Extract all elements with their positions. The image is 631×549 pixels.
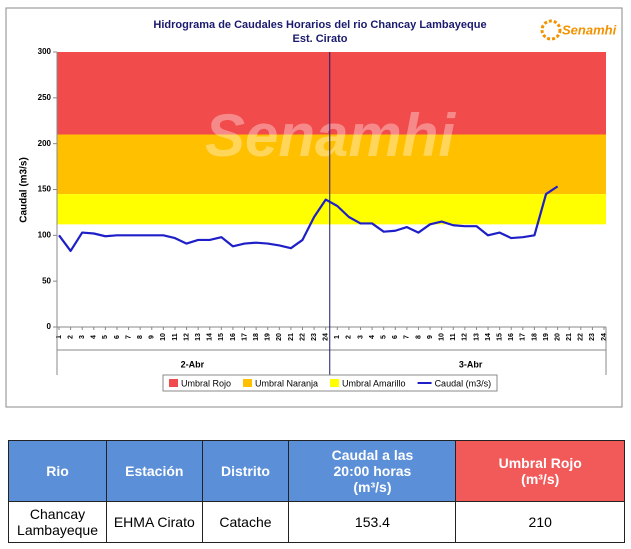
threshold-band bbox=[57, 134, 606, 195]
chart-subtitle: Est. Cirato bbox=[292, 33, 347, 45]
x-tick-label: 8 bbox=[415, 335, 422, 339]
x-tick-label: 14 bbox=[207, 333, 214, 341]
x-tick-label: 6 bbox=[114, 335, 121, 339]
table-row: Chancay Lambayeque EHMA Cirato Catache 153.… bbox=[7, 501, 625, 543]
table-cell: 210 bbox=[455, 501, 625, 543]
logo: Senamhi bbox=[540, 19, 617, 41]
y-tick-label: 100 bbox=[38, 230, 52, 239]
x-tick-label: 22 bbox=[578, 333, 585, 341]
threshold-band bbox=[57, 52, 606, 135]
group-label: 2-Abr bbox=[181, 359, 205, 369]
threshold-band bbox=[57, 194, 606, 225]
y-tick-label: 200 bbox=[38, 139, 52, 148]
legend-label: Umbral Naranja bbox=[255, 378, 318, 388]
column-header: Caudal a las 20:00 horas (m³/s) bbox=[288, 440, 457, 502]
chart-title: Hidrograma de Caudales Horarios del rio … bbox=[153, 19, 486, 31]
table-cell: Chancay Lambayeque bbox=[7, 501, 108, 543]
header-row: Rio Estación Distrito Caudal a las 20:00 ho… bbox=[7, 440, 625, 502]
x-tick-label: 4 bbox=[91, 335, 98, 339]
x-tick-label: 1 bbox=[334, 335, 341, 339]
x-tick-label: 6 bbox=[392, 335, 399, 339]
data-table: Rio Estación Distrito Caudal a las 20:00 ho… bbox=[7, 440, 625, 543]
x-tick-label: 16 bbox=[230, 333, 237, 341]
x-tick-label: 18 bbox=[253, 333, 260, 341]
table-cell: Catache bbox=[201, 501, 290, 543]
x-tick-label: 20 bbox=[276, 333, 283, 341]
y-tick-label: 150 bbox=[38, 185, 52, 194]
y-tick-label: 0 bbox=[47, 322, 52, 331]
table-body: Chancay Lambayeque EHMA Cirato Catache 153.… bbox=[7, 501, 625, 543]
logo-text: Senamhi bbox=[562, 22, 617, 37]
column-header: Estación bbox=[106, 440, 203, 502]
x-tick-label: 5 bbox=[381, 335, 388, 339]
x-tick-label: 9 bbox=[149, 335, 156, 339]
x-tick-label: 20 bbox=[554, 333, 561, 341]
x-tick-label: 7 bbox=[125, 335, 132, 339]
x-tick-label: 17 bbox=[520, 333, 527, 341]
y-tick-label: 300 bbox=[38, 47, 52, 56]
x-tick-label: 19 bbox=[543, 333, 550, 341]
x-tick-label: 3 bbox=[357, 335, 364, 339]
x-tick-label: 10 bbox=[160, 333, 167, 341]
x-tick-label: 13 bbox=[195, 333, 202, 341]
legend-label: Umbral Rojo bbox=[181, 378, 231, 388]
x-tick-label: 24 bbox=[323, 333, 330, 341]
x-tick-label: 3 bbox=[79, 335, 86, 339]
x-tick-label: 16 bbox=[508, 333, 515, 341]
x-tick-label: 10 bbox=[439, 333, 446, 341]
caudal-line bbox=[58, 185, 559, 253]
x-tick-label: 5 bbox=[102, 335, 109, 339]
x-tick-label: 14 bbox=[485, 333, 492, 341]
y-tick-label: 250 bbox=[38, 93, 52, 102]
x-tick-label: 15 bbox=[218, 333, 225, 341]
x-tick-label: 4 bbox=[369, 335, 376, 339]
x-tick-label: 1 bbox=[56, 335, 63, 339]
table-cell: EHMA Cirato bbox=[106, 501, 203, 543]
legend-label: Caudal (m3/s) bbox=[435, 378, 492, 388]
logo-sun bbox=[540, 19, 562, 41]
table-cell: 153.4 bbox=[288, 501, 457, 543]
legend: Umbral Rojo Umbral Naranja Umbral Amarillo… bbox=[162, 374, 498, 392]
x-tick-label: 12 bbox=[462, 333, 469, 341]
legend-swatch bbox=[330, 379, 340, 387]
watermark: Senamhi bbox=[205, 102, 456, 169]
x-tick-label: 2 bbox=[346, 335, 353, 339]
legend-label: Umbral Amarillo bbox=[342, 378, 406, 388]
x-tick-label: 11 bbox=[450, 333, 457, 341]
x-tick-label: 2 bbox=[67, 335, 74, 339]
x-tick-label: 22 bbox=[299, 333, 306, 341]
legend-swatch bbox=[243, 379, 253, 387]
x-tick-label: 13 bbox=[473, 333, 480, 341]
x-tick-label: 23 bbox=[589, 333, 596, 341]
x-tick-label: 17 bbox=[241, 333, 248, 341]
x-tick-label: 21 bbox=[288, 333, 295, 341]
x-tick-label: 7 bbox=[404, 335, 411, 339]
x-tick-label: 24 bbox=[601, 333, 608, 341]
legend-swatch bbox=[169, 379, 178, 387]
x-tick-label: 21 bbox=[566, 333, 573, 341]
group-label: 3-Abr bbox=[459, 359, 483, 369]
x-tick-label: 18 bbox=[531, 333, 538, 341]
column-header: Umbral Rojo (m³/s) bbox=[455, 440, 625, 502]
x-tick-label: 15 bbox=[496, 333, 503, 341]
x-tick-label: 8 bbox=[137, 335, 144, 339]
x-tick-label: 23 bbox=[311, 333, 318, 341]
y-axis-label: Caudal (m3/s) bbox=[19, 157, 30, 223]
x-tick-label: 12 bbox=[183, 333, 190, 341]
y-tick-label: 50 bbox=[42, 276, 51, 285]
column-header: Rio bbox=[7, 440, 108, 502]
chart: Hidrograma de Caudales Horarios del rio … bbox=[5, 7, 623, 408]
column-header: Distrito bbox=[201, 440, 290, 502]
x-tick-label: 9 bbox=[427, 335, 434, 339]
x-tick-label: 19 bbox=[265, 333, 272, 341]
x-tick-label: 11 bbox=[172, 333, 179, 341]
